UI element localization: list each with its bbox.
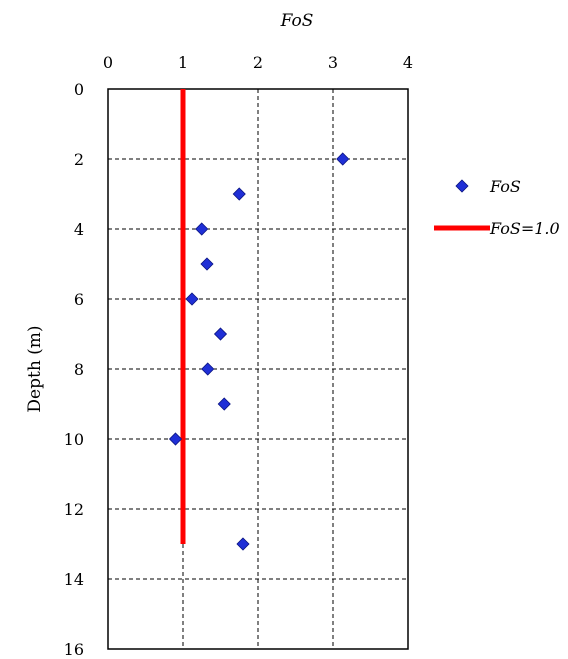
y-tick-label: 4 [74,220,84,239]
legend-fos-marker [455,179,469,193]
grid-lines [108,89,408,649]
y-tick-label: 2 [74,150,84,169]
series-fos-points [168,152,350,551]
fos-point-7 [217,397,231,411]
fos-point-2 [195,222,209,236]
fos-point-9 [236,537,250,551]
fos-point-8 [168,432,183,446]
fos-point-6 [201,362,215,376]
y-tick-label: 12 [64,500,84,519]
legend-threshold-label: FoS=1.0 [489,219,560,238]
y-tick-label: 8 [74,360,84,379]
x-tick-label: 3 [328,53,338,72]
y-tick-label: 16 [64,640,84,659]
x-tick-label: 1 [178,53,188,72]
x-tick-label: 0 [103,53,113,72]
y-tick-label: 10 [64,430,84,449]
x-tick-label: 2 [253,53,263,72]
y-tick-label: 14 [64,570,84,589]
fos-point-4 [185,292,199,306]
plot-frame [107,88,409,650]
fos-point-3 [200,257,214,271]
legend-fos-label: FoS [489,177,521,196]
fos-point-0 [336,152,350,166]
fos-point-5 [213,327,228,341]
chart-title: FoS [280,11,314,31]
y-axis-label: Depth (m) [25,325,45,412]
y-tick-label: 0 [74,80,84,99]
x-tick-label: 4 [403,53,413,72]
x-axis-tick-labels: 0 1 2 3 4 [103,53,413,72]
y-tick-label: 6 [74,290,84,309]
fos-point-1 [232,187,246,201]
legend: FoS FoS=1.0 [434,177,560,238]
y-axis-tick-labels: 0 2 4 6 8 10 12 14 16 [64,80,84,659]
